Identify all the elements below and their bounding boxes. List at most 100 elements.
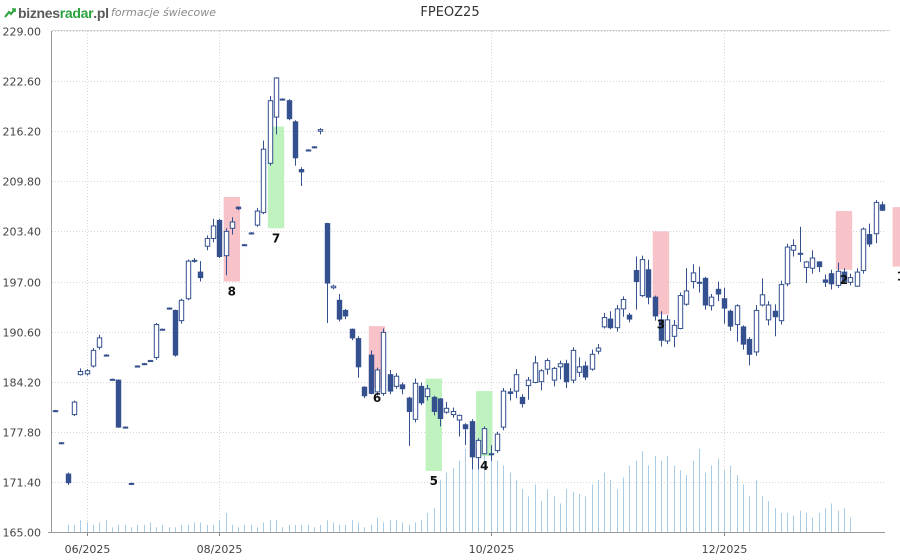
candle-body <box>185 260 192 300</box>
candle-body <box>507 391 514 394</box>
pattern-label-4: 4 <box>480 459 488 473</box>
candle-body <box>267 100 274 164</box>
candle-body <box>197 271 204 279</box>
pattern-highlight-4 <box>476 391 493 457</box>
candle-body <box>765 304 772 321</box>
candle-body <box>115 379 122 428</box>
pattern-label-6: 6 <box>373 391 381 405</box>
pattern-label-1: 1 <box>897 270 900 284</box>
pattern-labels: 1 2 3 4 5 6 7 8 <box>228 231 900 488</box>
candle-body <box>513 374 520 392</box>
candle-body <box>614 308 621 329</box>
axes: 165.00 171.40 177.80 184.20 190.60 197.00 203.… <box>3 26 885 556</box>
y-tick-label: 165.00 <box>3 527 42 540</box>
candle-body <box>368 354 375 394</box>
candle-body <box>469 421 476 458</box>
candle-body <box>727 310 734 327</box>
candle-body <box>298 169 305 173</box>
candles <box>52 77 886 486</box>
candle-body <box>84 370 91 375</box>
candle-body <box>437 398 444 419</box>
candle-body <box>790 244 797 251</box>
candle-body <box>159 328 166 331</box>
candle-body <box>103 354 110 357</box>
candle-body <box>488 453 495 456</box>
candle-body <box>412 382 419 420</box>
candle-body <box>134 365 141 368</box>
candle-body <box>361 386 368 397</box>
brand-name-part2: radar <box>59 5 94 21</box>
candle-body <box>759 294 766 306</box>
candle-body <box>866 234 873 245</box>
candle-body <box>589 353 596 370</box>
candle-body <box>462 424 469 430</box>
y-tick-label: 203.40 <box>3 226 42 239</box>
candle-body <box>248 232 255 235</box>
candle-body <box>683 290 690 305</box>
candle-body <box>677 295 684 329</box>
candle-body <box>52 410 59 413</box>
candle-body <box>809 257 816 269</box>
x-tick-label: 10/2025 <box>469 543 515 556</box>
y-tick-label: 222.60 <box>3 76 42 89</box>
candle-body <box>216 219 223 257</box>
candle-body <box>178 299 185 322</box>
candle-body <box>746 338 753 355</box>
candle-body <box>563 363 570 383</box>
y-tick-label: 171.40 <box>3 477 42 490</box>
candle-body <box>374 369 381 393</box>
candle-body <box>393 375 400 387</box>
pattern-label-7: 7 <box>272 231 280 245</box>
brand-logo[interactable]: biznes radar .pl <box>4 4 109 22</box>
candle-body <box>254 210 261 226</box>
candle-body <box>645 269 652 298</box>
candle-body <box>519 396 526 405</box>
candle-body <box>210 225 217 239</box>
candle-body <box>778 284 785 322</box>
candle-body <box>109 378 116 381</box>
candle-body <box>77 371 84 376</box>
candle-body <box>816 261 823 268</box>
y-tick-label: 184.20 <box>3 377 42 390</box>
pattern-label-2: 2 <box>840 273 848 287</box>
trend-arrow-icon <box>4 8 16 18</box>
candle-body <box>235 206 242 210</box>
candle-body <box>431 396 438 412</box>
candle-body <box>532 362 539 383</box>
candle-body <box>241 244 248 247</box>
candle-body <box>71 401 78 416</box>
candle-body <box>873 201 880 235</box>
candle-body <box>772 310 779 318</box>
candle-body <box>734 305 741 326</box>
pattern-label-3: 3 <box>657 317 665 331</box>
candle-body <box>128 482 135 485</box>
candle-body <box>721 298 728 309</box>
candle-body <box>664 319 671 342</box>
candle-body <box>835 270 842 286</box>
brand-name-part1: biznes <box>18 5 60 21</box>
candle-body <box>784 246 791 285</box>
candle-body <box>90 349 97 367</box>
candle-body <box>797 252 804 255</box>
candle-body <box>342 309 349 317</box>
candle-body <box>525 379 532 387</box>
pattern-highlight-2 <box>835 211 853 270</box>
candle-body <box>828 273 835 285</box>
candle-body <box>557 363 564 368</box>
candle-body <box>658 319 665 341</box>
candle-body <box>696 281 703 284</box>
x-tick-label: 12/2025 <box>702 543 748 556</box>
candle-body <box>317 129 324 132</box>
candle-body <box>879 204 886 211</box>
candle-body <box>847 277 854 283</box>
candle-body <box>753 309 760 353</box>
candle-body <box>702 277 709 306</box>
y-tick-label: 209.80 <box>3 176 42 189</box>
candle-body <box>336 299 343 320</box>
candle-body <box>456 414 463 421</box>
x-tick-label: 08/2025 <box>197 543 243 556</box>
candle-body <box>860 228 867 272</box>
candle-body <box>387 374 394 392</box>
candle-body <box>424 388 431 398</box>
